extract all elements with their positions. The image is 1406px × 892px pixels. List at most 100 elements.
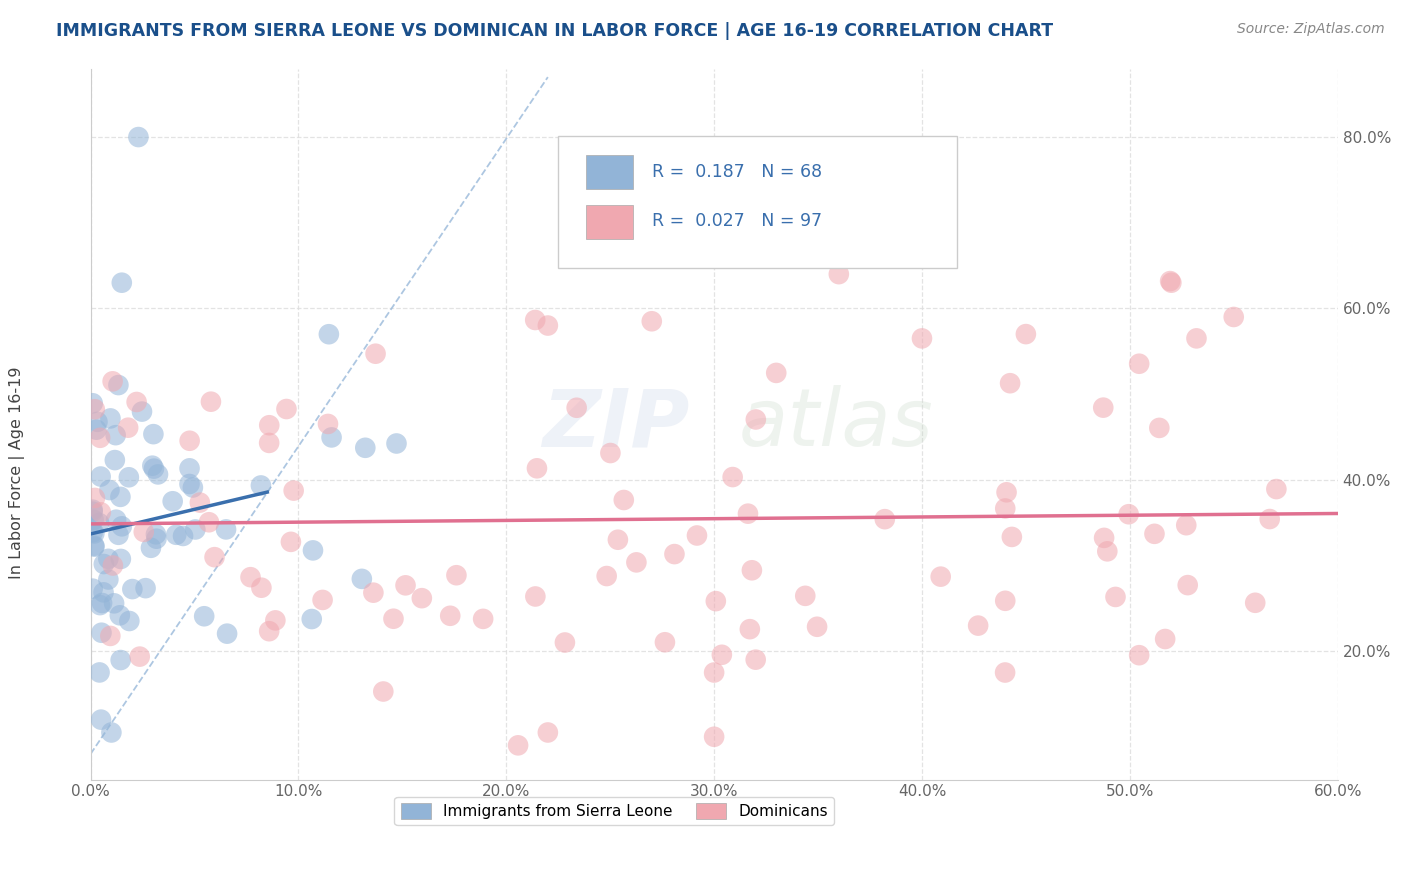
Point <box>1128 357 1150 371</box>
Point <box>710 648 733 662</box>
Point <box>83 540 105 554</box>
Point <box>1001 530 1024 544</box>
Point <box>1118 507 1140 521</box>
FancyBboxPatch shape <box>586 205 633 239</box>
Point <box>738 622 761 636</box>
Point <box>276 402 298 417</box>
Text: Source: ZipAtlas.com: Source: ZipAtlas.com <box>1237 22 1385 37</box>
Point <box>704 594 727 608</box>
Point <box>363 585 385 599</box>
Point <box>90 713 112 727</box>
Point <box>382 612 405 626</box>
Point <box>301 612 323 626</box>
Point <box>217 626 239 640</box>
Point <box>1159 274 1181 288</box>
Point <box>259 418 281 433</box>
Point <box>200 394 222 409</box>
Point <box>86 415 108 429</box>
Point <box>995 485 1018 500</box>
Point <box>82 582 104 596</box>
Point <box>104 453 127 467</box>
Point <box>145 532 167 546</box>
Point <box>98 629 121 643</box>
Point <box>354 441 377 455</box>
Point <box>250 478 273 492</box>
Text: atlas: atlas <box>740 385 934 463</box>
Point <box>204 550 226 565</box>
Point <box>111 276 134 290</box>
Point <box>664 547 686 561</box>
Point <box>142 427 165 442</box>
Point <box>93 585 115 599</box>
FancyBboxPatch shape <box>586 155 633 189</box>
Point <box>104 428 127 442</box>
Point <box>606 533 628 547</box>
Point <box>83 513 105 527</box>
Point <box>188 495 211 509</box>
Text: IMMIGRANTS FROM SIERRA LEONE VS DOMINICAN IN LABOR FORCE | AGE 16-19 CORRELATION: IMMIGRANTS FROM SIERRA LEONE VS DOMINICA… <box>56 22 1053 40</box>
Point <box>1160 276 1182 290</box>
Point <box>994 501 1017 516</box>
Point <box>524 313 547 327</box>
Point <box>82 525 104 540</box>
Point <box>998 376 1021 391</box>
Point <box>93 557 115 571</box>
Point <box>472 612 495 626</box>
Point <box>439 608 461 623</box>
Point <box>613 493 636 508</box>
Point <box>364 347 387 361</box>
Point <box>641 314 664 328</box>
Point <box>994 665 1017 680</box>
Point <box>385 436 408 450</box>
Point <box>1097 544 1119 558</box>
Text: In Labor Force | Age 16-19: In Labor Force | Age 16-19 <box>8 367 25 579</box>
Point <box>873 512 896 526</box>
Point <box>1175 518 1198 533</box>
Point <box>125 395 148 409</box>
Point <box>179 461 201 475</box>
Point <box>89 431 111 445</box>
Point <box>446 568 468 582</box>
Legend: Immigrants from Sierra Leone, Dominicans: Immigrants from Sierra Leone, Dominicans <box>395 797 834 825</box>
Point <box>90 505 112 519</box>
Point <box>131 404 153 418</box>
Point <box>141 458 163 473</box>
Point <box>110 653 132 667</box>
Point <box>1265 482 1288 496</box>
Point <box>100 411 122 425</box>
Point <box>1092 401 1115 415</box>
Point <box>146 467 169 482</box>
Point <box>911 331 934 345</box>
Point <box>741 563 763 577</box>
Point <box>143 461 166 475</box>
FancyBboxPatch shape <box>558 136 957 268</box>
Point <box>411 591 433 606</box>
Point <box>90 469 112 483</box>
Point <box>128 649 150 664</box>
Point <box>1154 632 1177 646</box>
Point <box>280 534 302 549</box>
Point <box>127 130 149 145</box>
Point <box>215 523 238 537</box>
Point <box>98 483 121 497</box>
Point <box>110 552 132 566</box>
Point <box>121 582 143 596</box>
Point <box>316 417 339 431</box>
Point <box>108 608 131 623</box>
Point <box>745 412 768 426</box>
Point <box>1222 310 1244 324</box>
Point <box>162 494 184 508</box>
Point <box>626 555 648 569</box>
Point <box>107 378 129 392</box>
Point <box>686 528 709 542</box>
Point <box>302 543 325 558</box>
Point <box>107 528 129 542</box>
Point <box>86 423 108 437</box>
Point <box>105 513 128 527</box>
Point <box>82 396 104 410</box>
Point <box>118 614 141 628</box>
Point <box>283 483 305 498</box>
Point <box>239 570 262 584</box>
Point <box>90 625 112 640</box>
Point <box>100 725 122 739</box>
